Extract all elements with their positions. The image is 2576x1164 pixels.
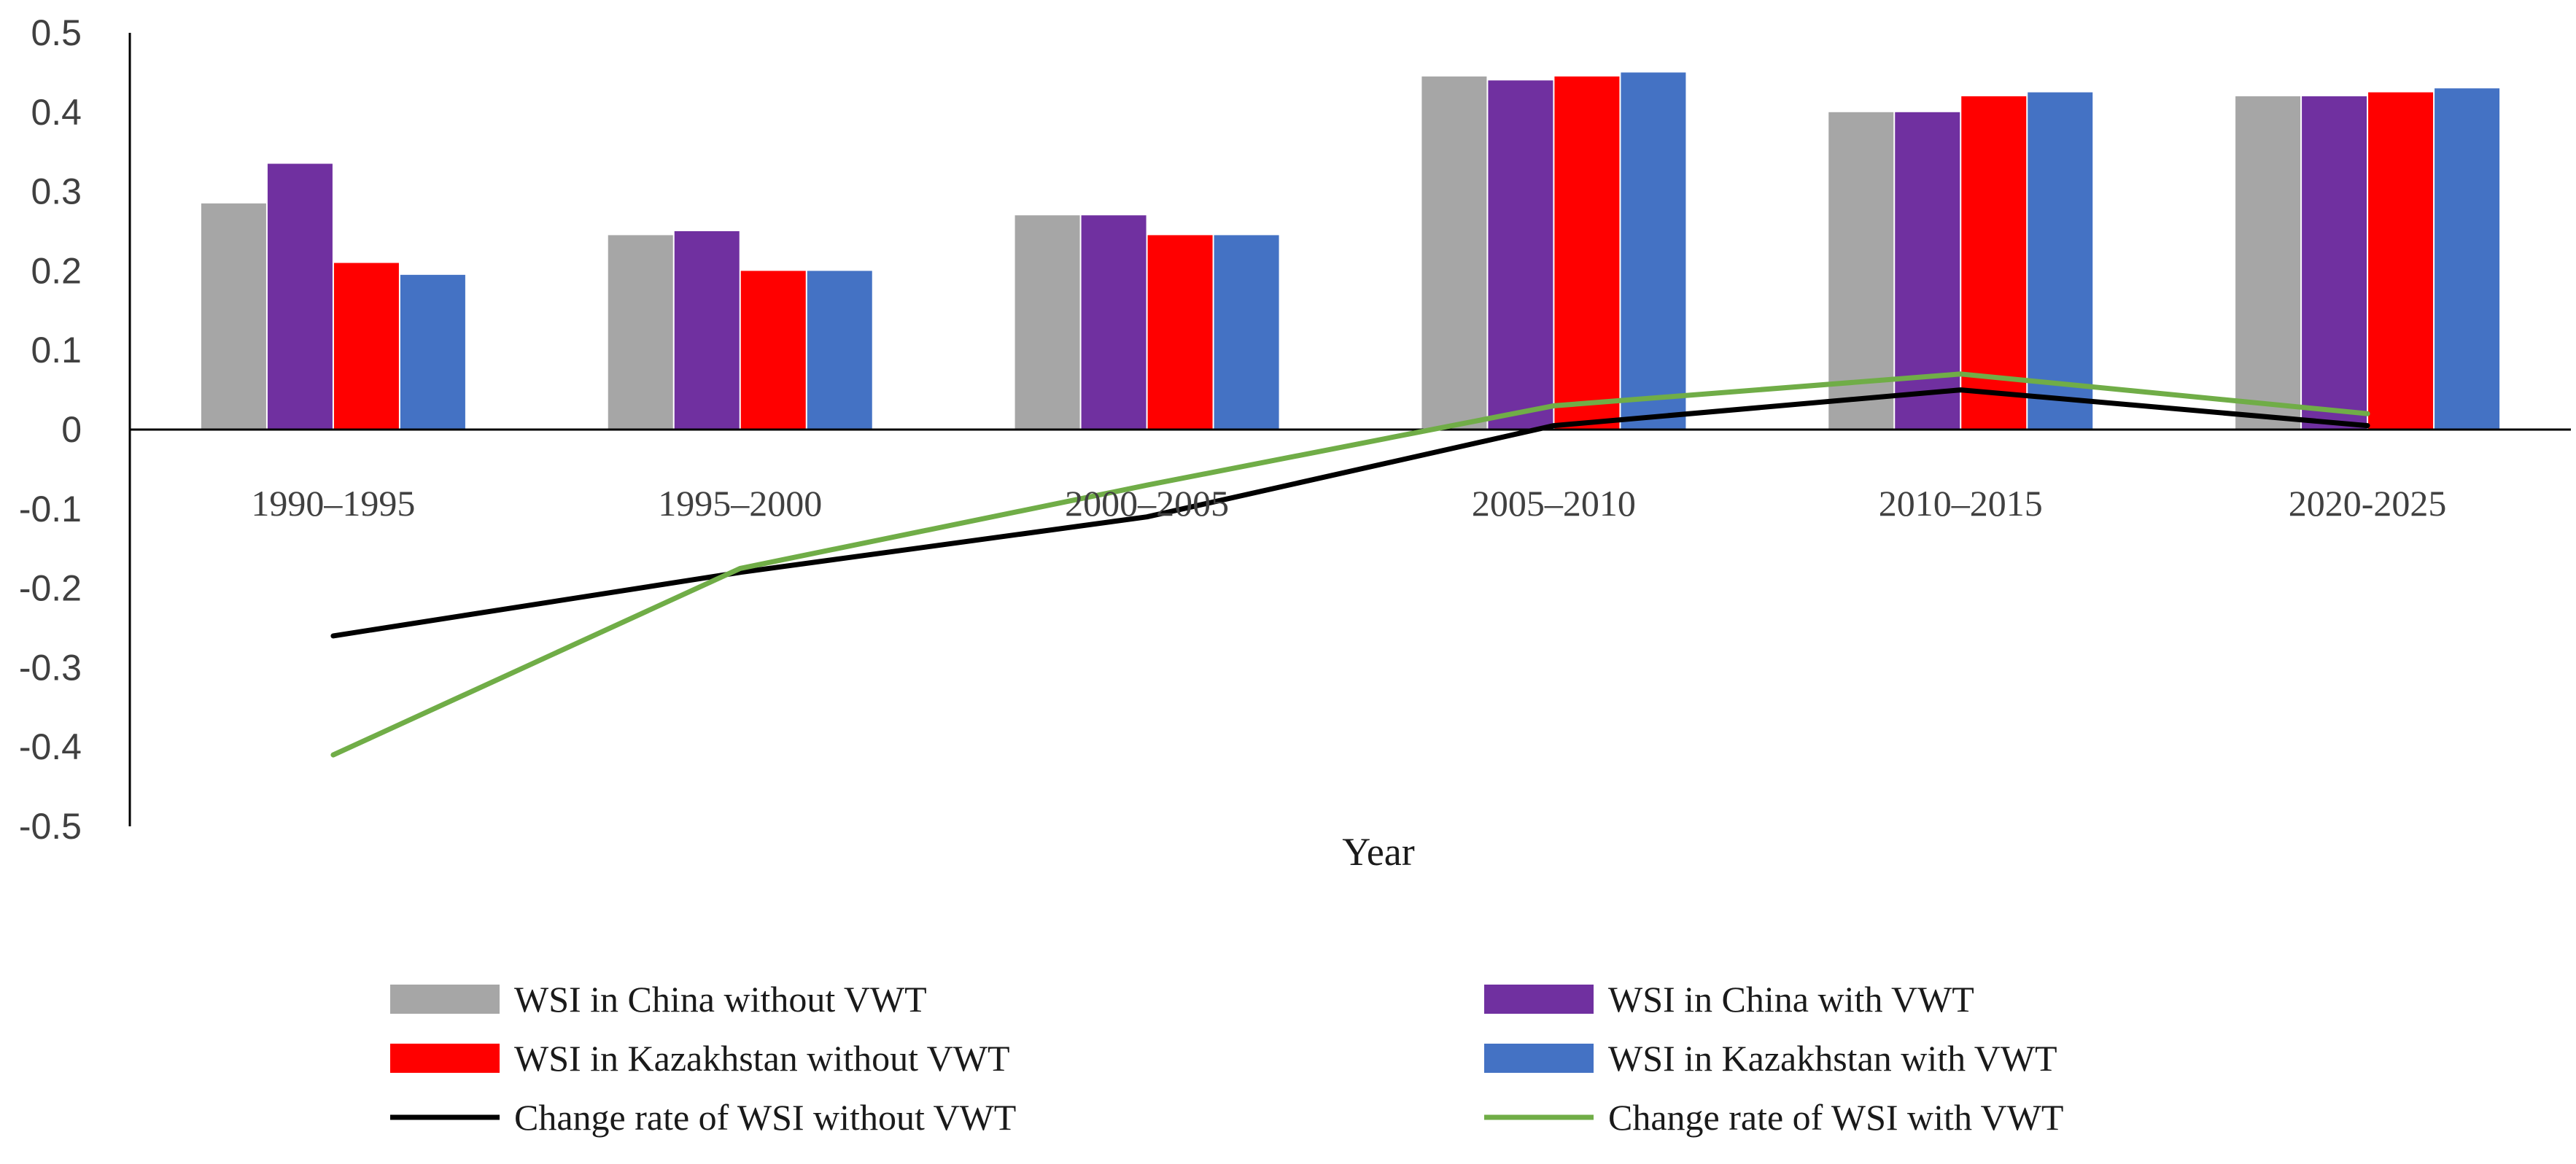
bar-wsi-in-china-with-vwt-2	[1081, 215, 1147, 430]
x-tick-label: 2010–2015	[1879, 483, 2043, 524]
y-tick-label: 0.5	[31, 12, 82, 53]
y-tick-label: 0.2	[31, 250, 82, 291]
bar-wsi-in-china-with-vwt-3	[1488, 80, 1553, 430]
bar-wsi-in-china-with-vwt-5	[2302, 96, 2367, 430]
legend-label-change-rate-of-wsi-without-vwt: Change rate of WSI without VWT	[514, 1097, 1016, 1138]
y-tick-label: -0.2	[19, 568, 82, 609]
x-tick-label: 1995–2000	[658, 483, 822, 524]
x-tick-label: 2020-2025	[2289, 483, 2447, 524]
y-tick-label: 0	[61, 409, 82, 450]
bar-wsi-in-china-with-vwt-0	[267, 163, 333, 430]
axes	[128, 33, 2571, 826]
bar-wsi-in-kazakhstan-without-vwt-1	[740, 271, 806, 430]
legend-label-wsi-in-china-without-vwt: WSI in China without VWT	[514, 979, 927, 1020]
bar-wsi-in-china-without-vwt-4	[1828, 112, 1894, 430]
x-tick-labels: 1990–1995 1995–2000 2000–2005 2005–2010 2010…	[251, 483, 2446, 524]
bar-wsi-in-kazakhstan-without-vwt-3	[1554, 76, 1620, 430]
legend-swatch-wsi-in-china-without-vwt	[390, 985, 500, 1014]
bar-wsi-in-china-without-vwt-0	[201, 203, 266, 430]
legend-swatch-wsi-in-kazakhstan-without-vwt	[390, 1044, 500, 1073]
legend-swatch-wsi-in-kazakhstan-with-vwt	[1484, 1044, 1594, 1073]
bar-wsi-in-china-with-vwt-1	[674, 231, 740, 430]
bar-wsi-in-china-without-vwt-1	[608, 235, 673, 430]
legend-swatch-wsi-in-china-with-vwt	[1484, 985, 1594, 1014]
bar-wsi-in-kazakhstan-without-vwt-0	[333, 263, 399, 430]
bar-wsi-in-kazakhstan-with-vwt-5	[2435, 88, 2500, 430]
line-change-rate-of-wsi-without-vwt	[330, 387, 2370, 639]
y-tick-label: -0.5	[19, 806, 82, 847]
y-tick-label: 0.1	[31, 330, 82, 370]
bar-wsi-in-china-without-vwt-5	[2235, 96, 2301, 430]
y-tick-label: 0.3	[31, 171, 82, 212]
bar-wsi-in-china-without-vwt-2	[1015, 215, 1080, 430]
y-tick-label: -0.4	[19, 726, 82, 767]
x-axis-label: Year	[1342, 830, 1415, 874]
y-tick-label: -0.3	[19, 647, 82, 688]
bar-wsi-in-kazakhstan-with-vwt-4	[2028, 92, 2093, 430]
bar-wsi-in-kazakhstan-with-vwt-3	[1621, 72, 1686, 430]
x-tick-label: 1990–1995	[251, 483, 415, 524]
bar-layer	[201, 72, 2500, 430]
x-tick-label: 2005–2010	[1472, 483, 1636, 524]
bar-wsi-in-china-with-vwt-4	[1895, 112, 1960, 430]
bar-wsi-in-kazakhstan-with-vwt-2	[1214, 235, 1279, 430]
legend-label-change-rate-of-wsi-with-vwt: Change rate of WSI with VWT	[1608, 1097, 2063, 1138]
legend-label-wsi-in-kazakhstan-without-vwt: WSI in Kazakhstan without VWT	[514, 1038, 1010, 1079]
bar-wsi-in-china-without-vwt-3	[1421, 76, 1487, 430]
legend-label-wsi-in-china-with-vwt: WSI in China with VWT	[1608, 979, 1974, 1020]
bar-wsi-in-kazakhstan-without-vwt-5	[2368, 92, 2434, 430]
line-change-rate-of-wsi-with-vwt	[330, 371, 2370, 758]
x-tick-label: 2000–2005	[1065, 483, 1229, 524]
y-tick-label: -0.1	[19, 489, 82, 529]
bar-wsi-in-kazakhstan-with-vwt-0	[400, 274, 465, 430]
bar-wsi-in-kazakhstan-with-vwt-1	[807, 271, 872, 430]
bar-wsi-in-kazakhstan-without-vwt-2	[1147, 235, 1213, 430]
legend-label-wsi-in-kazakhstan-with-vwt: WSI in Kazakhstan with VWT	[1608, 1038, 2057, 1079]
legend: WSI in China without VWT WSI in China wit…	[390, 979, 2063, 1138]
y-tick-labels: -0.5 -0.4 -0.3 -0.2 -0.1 0 0.1 0.2 0.3 0.4 0.5	[19, 12, 82, 847]
y-tick-label: 0.4	[31, 92, 82, 133]
line-layer	[330, 371, 2370, 758]
